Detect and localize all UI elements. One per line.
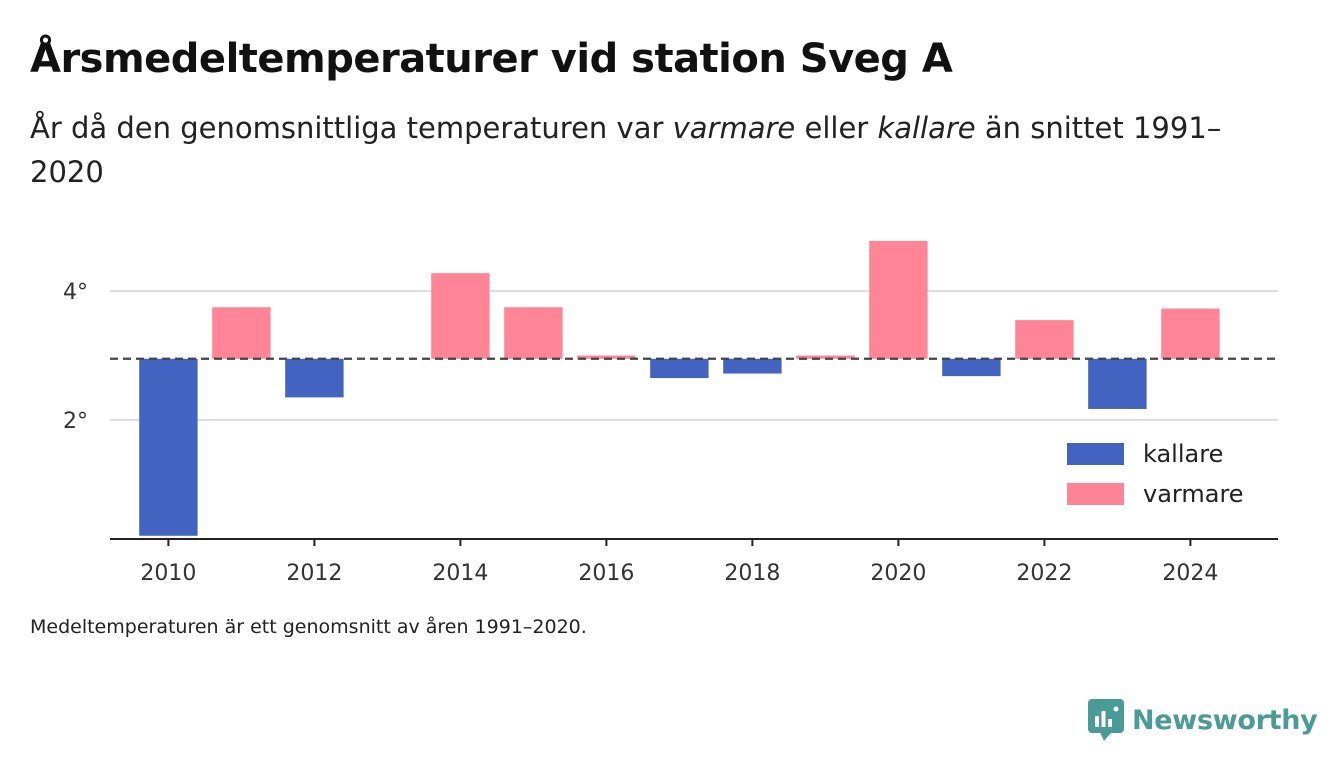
bar-2018-kallare [723, 358, 782, 374]
x-tick-label: 2016 [578, 561, 634, 586]
x-tick-label: 2018 [724, 561, 780, 586]
bar-2019-varmare [796, 355, 855, 359]
x-tick-label: 2014 [432, 561, 488, 586]
chart-title: Årsmedeltemperaturer vid station Sveg A [30, 36, 953, 82]
bar-2017-kallare [650, 358, 709, 379]
bar-2024-varmare [1161, 308, 1220, 359]
bar-2020-varmare [869, 240, 928, 359]
legend: kallare varmare [1052, 431, 1260, 523]
footnote: Medeltemperaturen är ett genomsnitt av å… [30, 616, 587, 638]
legend-label-varmare: varmare [1143, 480, 1244, 508]
y-tick-label: 4° [63, 280, 88, 305]
x-tick-label: 2020 [870, 561, 926, 586]
brand-name: Newsworthy [1132, 704, 1318, 736]
x-tick-label: 2012 [286, 561, 342, 586]
subtitle-warm-word: varmare [672, 111, 796, 145]
newsworthy-logo-icon [1088, 699, 1124, 741]
subtitle-part-3: än snittet 1991–2020 [30, 111, 1222, 189]
x-tick-label: 2024 [1162, 561, 1218, 586]
brand-logo: Newsworthy [1088, 698, 1318, 742]
x-tick-label: 2010 [140, 561, 196, 586]
y-tick-label: 2° [63, 409, 88, 434]
bar-2011-varmare [212, 307, 271, 359]
x-tick-label: 2022 [1016, 561, 1072, 586]
legend-label-kallare: kallare [1143, 440, 1223, 468]
chart-subtitle: År då den genomsnittliga temperaturen va… [30, 106, 1290, 194]
subtitle-part-2: eller [795, 111, 878, 145]
bar-chart: 2° 4° 2010 2012 2014 2016 2018 2020 2022 2024 kal… [63, 240, 1278, 586]
bar-2010-kallare [139, 358, 198, 536]
subtitle-part-1: År då den genomsnittliga temperaturen va… [30, 111, 673, 145]
bar-2012-kallare [285, 358, 344, 398]
bars [139, 240, 1220, 536]
bar-2022-varmare [1015, 320, 1074, 359]
subtitle-cold-word: kallare [877, 111, 976, 145]
gridlines [110, 290, 1278, 421]
bar-2015-varmare [504, 307, 563, 359]
axes: 2° 4° 2010 2012 2014 2016 2018 2020 2022 2024 [63, 280, 1278, 586]
bar-2014-varmare [431, 273, 490, 359]
bar-2016-varmare [577, 355, 636, 359]
legend-swatch-varmare [1067, 483, 1124, 505]
bar-2023-kallare [1088, 358, 1147, 409]
legend-swatch-kallare [1067, 443, 1124, 465]
bar-2021-kallare [942, 358, 1001, 377]
